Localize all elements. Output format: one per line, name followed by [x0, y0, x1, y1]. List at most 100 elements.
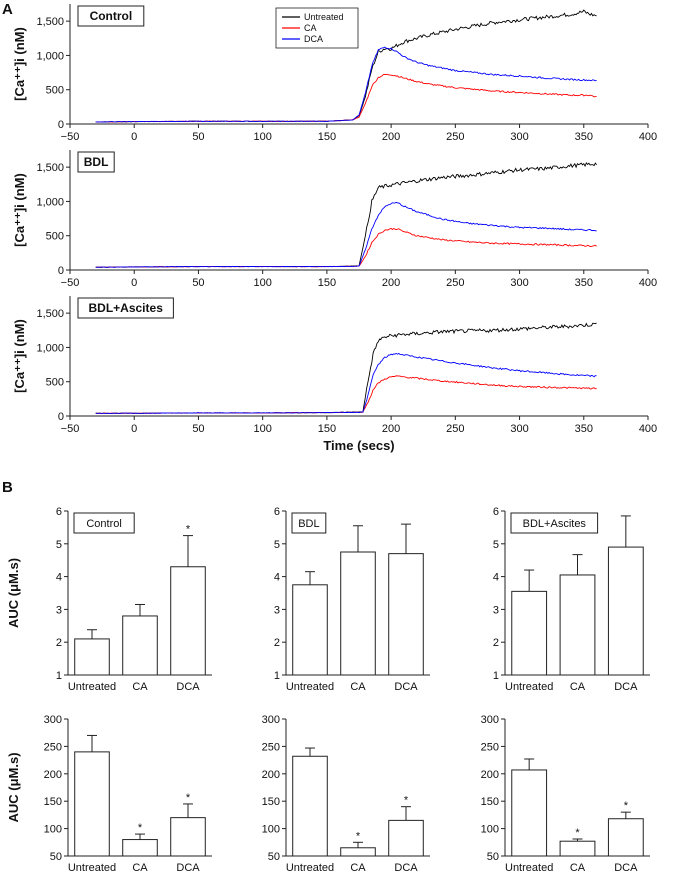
- x-tick-label: CA: [350, 681, 366, 693]
- x-tick-label: 400: [639, 423, 657, 435]
- bar-dca: [170, 566, 206, 676]
- bar-ca: [559, 840, 596, 857]
- y-tick-label: 200: [262, 769, 280, 781]
- bar-untreated: [292, 584, 328, 676]
- x-tick-label: 250: [446, 423, 464, 435]
- x-tick-label: 350: [575, 131, 593, 143]
- y-tick-label: 1: [56, 670, 62, 682]
- y-axis-label: [Ca⁺⁺]i (nM): [12, 27, 27, 101]
- y-tick-label: 200: [44, 769, 62, 781]
- bar-dca: [607, 546, 644, 676]
- legend-label-dca: DCA: [304, 34, 323, 44]
- charts-container: −50 0 50 100 150 200 250 300 350 40005001,0001,50…: [6, 4, 657, 874]
- x-tick-label: −50: [61, 423, 80, 435]
- series-line-dca: [95, 46, 597, 123]
- y-tick-label: 300: [262, 714, 280, 726]
- chart-title-box: [291, 512, 327, 534]
- x-tick-label: DCA: [394, 862, 418, 874]
- y-tick-label: 1: [274, 670, 280, 682]
- y-tick-label: 0: [58, 119, 64, 131]
- y-tick-label: 100: [44, 824, 62, 836]
- bar-dca: [388, 553, 424, 676]
- bar-ca: [340, 847, 376, 857]
- bar-ca: [122, 615, 158, 676]
- y-tick-label: 2: [56, 637, 62, 649]
- x-tick-label: Untreated: [286, 681, 334, 693]
- significance-marker: *: [575, 827, 580, 839]
- y-tick-label: 50: [50, 851, 62, 863]
- line-chart-A3: −50 0 50 100 150 200 250 300 350 40005001,0001,50…: [12, 296, 657, 453]
- x-tick-label: CA: [570, 681, 586, 693]
- bar-ca: [122, 839, 158, 857]
- series-line-untreated: [95, 162, 597, 268]
- bar-untreated: [511, 769, 548, 857]
- bar-untreated: [74, 638, 110, 676]
- y-tick-label: 50: [487, 851, 499, 863]
- x-tick-label: 300: [510, 423, 528, 435]
- y-tick-label: 0: [58, 265, 64, 277]
- y-tick-label: 150: [481, 796, 499, 808]
- chart-title-box: [77, 151, 115, 173]
- series-line-untreated: [95, 322, 597, 414]
- chart-title: BDL+Ascites: [523, 518, 587, 530]
- significance-marker: *: [138, 822, 143, 834]
- bar-chart-B2: 1 2 3 4 5 6 BDL Untreated CA DCA: [274, 506, 430, 693]
- y-tick-label: 1,000: [36, 342, 64, 354]
- series-line-ca: [95, 375, 597, 414]
- bar-chart-B1: 1 2 3 4 5 6 AUC (μM.s) Control Untreated CA * DCA: [6, 506, 212, 693]
- y-axis-label: AUC (μM.s): [6, 558, 21, 628]
- y-tick-label: 300: [481, 714, 499, 726]
- bar-chart-B5: 50 100 150 200 250 300 Untreated * CA * DCA: [262, 714, 430, 874]
- x-tick-label: 100: [253, 423, 271, 435]
- x-tick-label: Untreated: [505, 681, 553, 693]
- bar-ca: [559, 574, 596, 676]
- y-tick-label: 6: [493, 506, 499, 518]
- y-axis-label: AUC (μM.s): [6, 752, 21, 822]
- y-tick-label: 100: [262, 824, 280, 836]
- y-tick-label: 3: [274, 604, 280, 616]
- y-tick-label: 1,500: [36, 162, 64, 174]
- y-tick-label: 1: [493, 670, 499, 682]
- y-tick-label: 3: [56, 604, 62, 616]
- x-tick-label: Untreated: [68, 681, 116, 693]
- x-tick-label: 200: [382, 131, 400, 143]
- significance-marker: *: [356, 830, 361, 842]
- panel-label-a: A: [2, 1, 13, 18]
- y-tick-label: 100: [481, 824, 499, 836]
- x-tick-label: DCA: [394, 681, 418, 693]
- bar-dca: [388, 819, 424, 857]
- significance-marker: *: [186, 524, 191, 536]
- significance-marker: *: [186, 792, 191, 804]
- bar-untreated: [74, 751, 110, 857]
- x-tick-label: 200: [382, 423, 400, 435]
- x-tick-label: 0: [131, 277, 137, 289]
- y-tick-label: 200: [481, 769, 499, 781]
- y-axis-label: [Ca⁺⁺]i (nM): [12, 319, 27, 393]
- series-line-ca: [95, 227, 597, 268]
- y-tick-label: 0: [58, 411, 64, 423]
- y-tick-label: 6: [274, 506, 280, 518]
- series-line-dca: [95, 352, 597, 414]
- legend-label-ca: CA: [304, 23, 317, 33]
- x-axis-label: Time (secs): [323, 438, 394, 453]
- bar-untreated: [292, 755, 328, 857]
- y-tick-label: 1,500: [36, 308, 64, 320]
- y-tick-label: 6: [56, 506, 62, 518]
- y-tick-label: 1,000: [36, 50, 64, 62]
- y-tick-label: 500: [46, 377, 64, 389]
- y-tick-label: 300: [44, 714, 62, 726]
- y-tick-label: 5: [56, 539, 62, 551]
- x-tick-label: 0: [131, 131, 137, 143]
- x-tick-label: 100: [253, 131, 271, 143]
- y-tick-label: 2: [274, 637, 280, 649]
- x-tick-label: 100: [253, 277, 271, 289]
- y-tick-label: 3: [493, 604, 499, 616]
- x-tick-label: 350: [575, 277, 593, 289]
- x-tick-label: Untreated: [505, 862, 553, 874]
- y-tick-label: 5: [493, 539, 499, 551]
- x-tick-label: DCA: [614, 681, 638, 693]
- line-chart-A2: −50 0 50 100 150 200 250 300 350 40005001,0001,50…: [12, 150, 657, 289]
- legend-label-untreated: Untreated: [304, 12, 344, 22]
- x-tick-label: Untreated: [286, 862, 334, 874]
